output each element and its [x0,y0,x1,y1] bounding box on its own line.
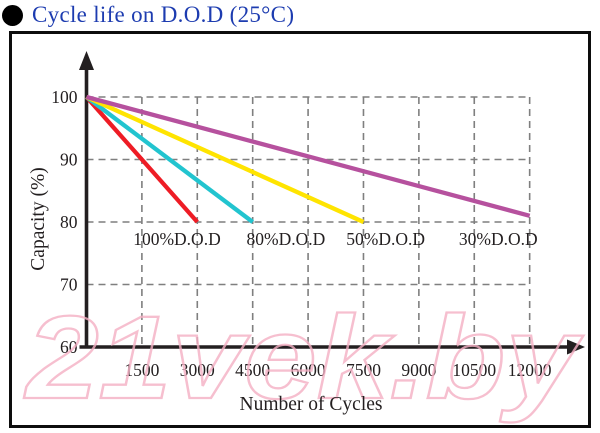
x-tick-label: 1500 [124,360,159,380]
x-tick-label: 4500 [235,360,270,380]
series-label: 100%D.O.D [133,229,221,249]
series-line-50%D.O.D [85,95,365,224]
chart-frame [9,31,591,428]
x-tick-label: 7500 [346,360,381,380]
series-line-100%D.O.D [84,95,199,224]
y-tick-label: 70 [60,275,78,295]
y-tick-label: 80 [60,212,78,232]
page-title: Cycle life on D.O.D (25°C) [32,2,295,27]
series-label: 50%D.O.D [346,229,425,249]
x-axis-arrow-icon [567,339,585,355]
y-axis-title: Capacity (%) [28,167,49,271]
x-axis-title: Number of Cycles [239,394,383,415]
series-label: 30%D.O.D [459,229,538,249]
watermark: 21vek.by [24,292,584,424]
series-line-80%D.O.D [85,95,254,224]
bullet-icon [2,4,23,26]
y-axis-arrow-icon [79,51,94,70]
chart-title-row: Cycle life on D.O.D (25°C) [2,2,294,28]
x-tick-label: 12000 [508,360,552,380]
y-tick-label: 100 [51,87,78,107]
y-tick-label: 60 [60,337,78,357]
x-tick-label: 9000 [401,360,436,380]
x-tick-label: 6000 [291,360,326,380]
series-line-30%D.O.D [85,94,531,218]
x-tick-label: 3000 [180,360,215,380]
series-label: 80%D.O.D [247,229,326,249]
chart-layer: 100%D.O.D 80%D.O.D 50%D.O.D 30%D.O.D 1500 300… [51,51,585,380]
x-tick-label: 10500 [452,360,496,380]
y-tick-label: 90 [60,150,78,170]
